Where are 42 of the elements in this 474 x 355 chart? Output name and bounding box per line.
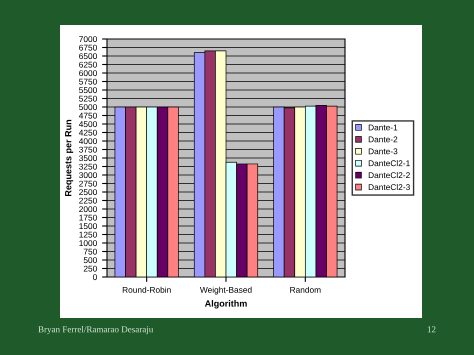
y-tick-label: 4500 bbox=[78, 121, 97, 128]
y-tick-label: 2000 bbox=[79, 206, 97, 212]
legend-label: Dante-3 bbox=[368, 148, 398, 154]
legend-label: Dante-2 bbox=[368, 136, 398, 142]
y-tick-label: 2500 bbox=[79, 189, 97, 196]
y-tick-label: 1750 bbox=[79, 214, 97, 221]
y-tick-label: 5750 bbox=[79, 78, 97, 85]
x-tick-label: Random bbox=[290, 286, 321, 293]
y-tick-label: 4250 bbox=[78, 130, 97, 136]
y-tick-label: 1000 bbox=[79, 240, 97, 246]
legend-label: Dante-1 bbox=[368, 124, 398, 130]
y-tick-label: 5500 bbox=[79, 87, 97, 94]
x-axis-title: Algorithm bbox=[204, 300, 247, 308]
y-tick-label: 3500 bbox=[79, 155, 97, 162]
y-tick-label: 7000 bbox=[79, 36, 97, 42]
y-tick-label: 3250 bbox=[79, 164, 97, 170]
y-tick-label: 1250 bbox=[79, 232, 97, 238]
y-tick-label: 3750 bbox=[79, 146, 97, 153]
y-tick-label: 6250 bbox=[79, 62, 97, 68]
legend-label: DanteCl2-1 bbox=[368, 160, 410, 166]
y-tick-label: 5000 bbox=[79, 104, 97, 110]
legend-label: DanteCl2-2 bbox=[368, 172, 410, 178]
y-tick-label: 2250 bbox=[79, 198, 97, 204]
y-tick-label: 750 bbox=[84, 248, 97, 255]
y-tick-label: 0 bbox=[92, 274, 97, 280]
y-tick-label: 3000 bbox=[79, 172, 97, 178]
y-tick-label: 500 bbox=[84, 257, 97, 264]
y-tick-label: 6750 bbox=[79, 44, 97, 51]
text: Bryan Ferrel/Ramarao Desaraju bbox=[38, 326, 154, 334]
y-tick-label: 6000 bbox=[79, 70, 97, 76]
y-tick-label: 250 bbox=[84, 266, 97, 272]
x-tick-label: Weight-Based bbox=[200, 286, 252, 294]
y-tick-label: 4000 bbox=[78, 138, 97, 144]
y-tick-label: 2750 bbox=[79, 180, 97, 187]
y-tick-label: 4750 bbox=[78, 112, 97, 119]
text: 12 bbox=[428, 326, 436, 332]
y-tick-label: 1500 bbox=[79, 223, 97, 230]
y-tick-label: 5250 bbox=[79, 96, 97, 102]
x-tick-label: Round-Robin bbox=[122, 286, 171, 293]
y-tick-label: 6500 bbox=[79, 53, 97, 60]
legend-label: DanteCl2-3 bbox=[368, 184, 410, 190]
y-axis-title: Requests per Run bbox=[65, 120, 74, 196]
